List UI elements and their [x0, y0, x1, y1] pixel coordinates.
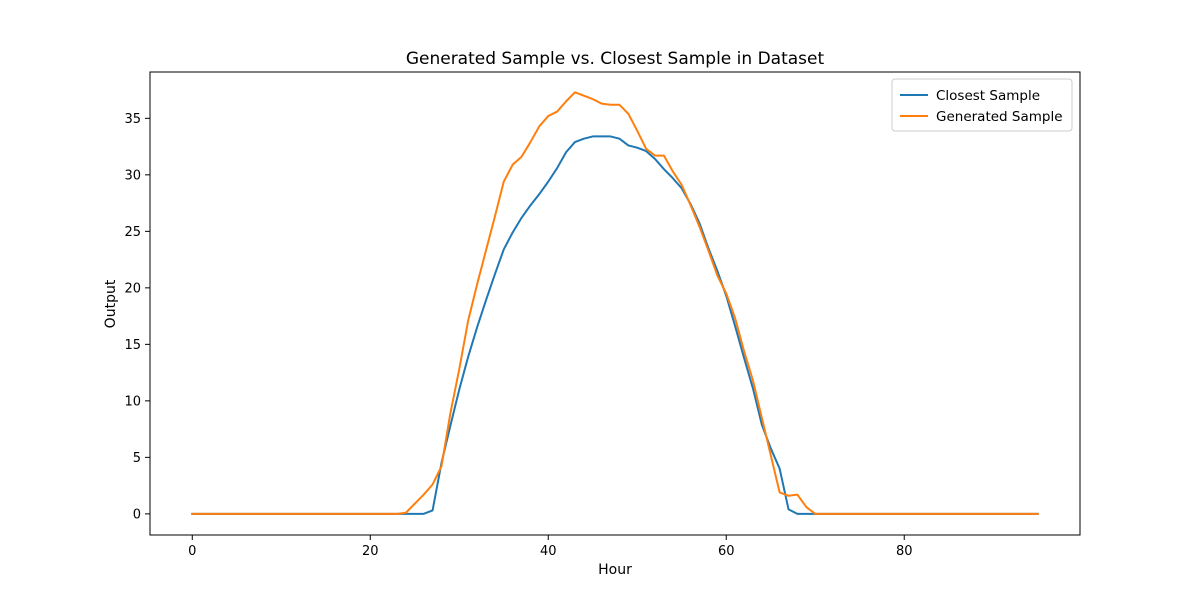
x-tick-label: 0: [188, 544, 196, 559]
y-tick-label: 20: [124, 281, 141, 296]
legend-label: Closest Sample: [936, 88, 1040, 104]
y-tick-label: 35: [124, 112, 141, 127]
legend-box: [891, 78, 1073, 132]
y-tick-label: 25: [124, 225, 141, 240]
series-line-closest-sample: [191, 135, 1039, 515]
y-tick-label: 0: [133, 507, 141, 522]
x-axis: 0 20 40 60 80: [188, 535, 913, 559]
legend-label: Generated Sample: [936, 109, 1063, 125]
chart-title: Generated Sample vs. Closest Sample in D…: [406, 49, 825, 69]
x-tick-label: 20: [362, 544, 379, 559]
y-tick-label: 15: [124, 338, 141, 353]
y-tick-label: 30: [124, 168, 141, 183]
x-axis-label: Hour: [598, 562, 632, 578]
y-tick-label: 5: [133, 451, 141, 466]
y-tick-label: 10: [124, 394, 141, 409]
y-axis: 0 5 10 15 20 25 30 35: [124, 112, 150, 522]
legend: Closest Sample Generated Sample: [891, 78, 1073, 132]
plot-area-frame: [149, 71, 1081, 536]
x-tick-label: 80: [896, 544, 913, 559]
series-layer: [191, 91, 1039, 515]
series-line-generated-sample: [191, 91, 1039, 515]
x-tick-label: 60: [718, 544, 735, 559]
y-axis-label: Output: [103, 279, 119, 328]
x-tick-label: 40: [540, 544, 557, 559]
